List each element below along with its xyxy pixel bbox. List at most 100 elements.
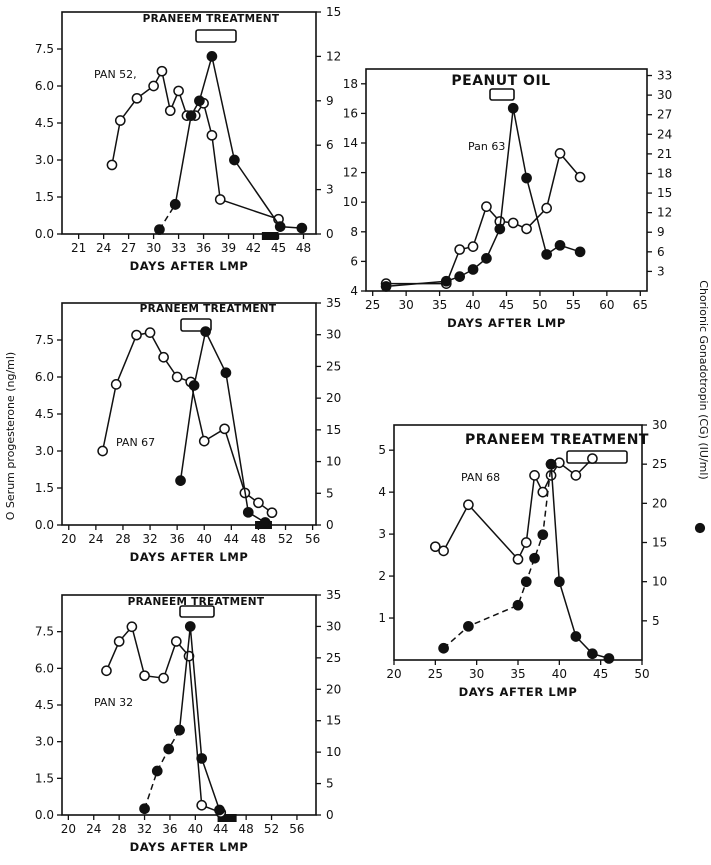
y-right-tick-label: 27: [657, 108, 672, 122]
progesterone-point: [113, 636, 125, 647]
cg-point: [494, 223, 506, 235]
progesterone-point: [429, 541, 441, 553]
chart-pan67: 20 24 28 32 36 40 44 48 52 56 0.0 1.5 3.0 4.5 6.0 7.5 0 5…: [35, 296, 341, 564]
treatment-label: PRANEEM TREATMENT: [128, 596, 265, 608]
x-tick-label: 48: [251, 532, 266, 546]
y-right-tick-label: 10: [326, 455, 341, 469]
progesterone-point: [537, 486, 549, 498]
black-bar: [217, 814, 237, 822]
treatment-bar: [489, 88, 515, 101]
x-tick-label: 21: [71, 241, 86, 255]
progesterone-point: [206, 129, 218, 141]
panel-label: PAN 67: [116, 436, 155, 449]
progesterone-point: [512, 553, 524, 565]
y-right-tick-label: 9: [657, 225, 665, 239]
cg-point: [537, 529, 549, 541]
cg-point: [529, 552, 540, 564]
y-left-tick-label: 4.5: [35, 116, 54, 130]
black-bar: [261, 232, 279, 240]
y-left-tick-label: 7.5: [35, 42, 54, 56]
panel-label: PAN 32: [94, 696, 133, 709]
progesterone-point: [574, 171, 586, 183]
cg-point: [214, 804, 225, 816]
y-right-tick-label: 25: [326, 359, 341, 373]
x-tick-label: 56: [305, 532, 320, 546]
x-tick-label: 36: [196, 241, 211, 255]
y-left-tick-label: 7.5: [35, 333, 54, 347]
x-tick-label: 40: [465, 298, 480, 312]
y-left-tick-label: 16: [343, 106, 358, 120]
progesterone-line: [434, 458, 593, 561]
y-right-tick-label: 12: [657, 206, 672, 220]
y-right-tick-label: 15: [652, 536, 667, 550]
progesterone-point: [266, 507, 278, 519]
x-tick-label: 36: [170, 532, 185, 546]
cg-point: [229, 154, 240, 166]
progesterone-point: [463, 499, 474, 511]
cg-point: [169, 199, 181, 210]
cg-line: [178, 626, 221, 811]
progesterone-point: [554, 148, 566, 159]
x-tick-label: 60: [599, 298, 614, 312]
cg-point: [196, 753, 208, 764]
y-right-tick-label: 10: [652, 575, 667, 589]
progesterone-point: [454, 244, 466, 255]
x-axis-title: DAYS AFTER LMP: [130, 840, 249, 854]
y-right-tick-label: 3: [657, 264, 665, 278]
progesterone-point: [144, 327, 156, 338]
cg-point: [541, 249, 552, 260]
progesterone-point: [196, 799, 208, 811]
x-tick-label: 33: [171, 241, 186, 255]
y-left-tick-label: 4.5: [35, 698, 54, 712]
y-left-tick-label: 6.0: [35, 79, 54, 93]
cg-point: [296, 222, 308, 234]
y-left-tick-label: 3: [378, 527, 386, 541]
y-left-tick-label: 10: [343, 195, 358, 209]
progesterone-point: [101, 665, 112, 677]
cg-point: [481, 253, 492, 264]
right-axis-title: Chorionic Gonadotropin (CG) (IU/ml): [697, 280, 710, 479]
right-axis-marker-icon: [694, 522, 706, 534]
y-left-tick-label: 6: [350, 254, 358, 268]
y-right-tick-label: 21: [657, 147, 672, 161]
cg-point: [151, 765, 163, 777]
x-tick-label: 30: [399, 298, 414, 312]
y-right-tick-label: 35: [326, 588, 341, 602]
progesterone-point: [521, 223, 532, 235]
progesterone-point: [529, 470, 540, 481]
cg-line: [550, 464, 610, 660]
chart-pan63: 25 30 35 40 45 50 55 60 65 4 6 8 10 12 14 16 18 3 6 9 12 15 18…: [343, 68, 672, 330]
y-right-tick-label: 30: [326, 619, 341, 633]
x-tick-label: 52: [278, 532, 293, 546]
cg-point: [175, 475, 186, 486]
y-left-tick-label: 3.0: [35, 735, 54, 749]
x-tick-label: 30: [146, 241, 161, 255]
y-left-tick-label: 14: [343, 136, 358, 150]
treatment-label: PEANUT OIL: [451, 73, 550, 89]
cg-point: [521, 172, 532, 184]
y-left-tick-label: 7.5: [35, 625, 54, 639]
cg-point: [603, 653, 615, 664]
y-right-tick-label: 6: [326, 138, 334, 152]
y-left-tick-label: 0.0: [35, 227, 54, 241]
x-tick-label: 36: [162, 822, 177, 836]
x-tick-label: 45: [593, 667, 608, 681]
x-tick-label: 39: [221, 241, 236, 255]
x-tick-label: 56: [289, 822, 304, 836]
y-left-tick-label: 8: [350, 225, 358, 239]
plot-frame: [61, 302, 317, 526]
progesterone-line: [101, 331, 273, 514]
progesterone-point: [438, 545, 449, 557]
x-tick-label: 48: [239, 822, 254, 836]
y-left-tick-label: 0.0: [35, 808, 54, 822]
y-left-tick-label: 5: [378, 443, 386, 457]
progesterone-point: [219, 423, 230, 435]
progesterone-point: [570, 470, 582, 481]
progesterone-point: [170, 636, 182, 647]
x-tick-label: 40: [188, 822, 203, 836]
y-right-tick-label: 15: [326, 714, 341, 728]
y-right-tick-label: 33: [657, 69, 672, 83]
progesterone-point: [214, 194, 226, 205]
x-axis-title: DAYS AFTER LMP: [447, 316, 566, 330]
cg-point: [570, 631, 582, 642]
